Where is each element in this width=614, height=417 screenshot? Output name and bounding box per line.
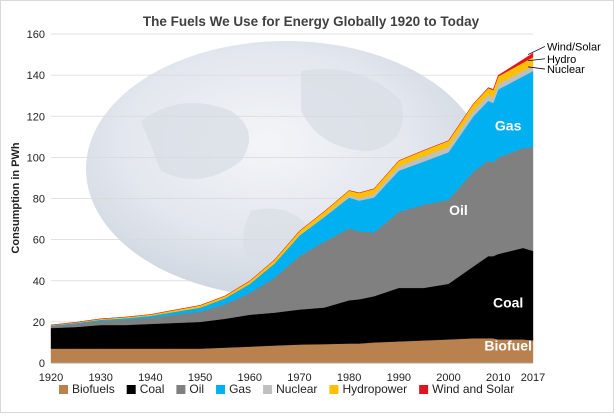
x-tick-label: 2000: [436, 372, 460, 384]
annotation-label: Biofuel: [484, 338, 531, 354]
x-tick-label: 2010: [486, 372, 510, 384]
legend-item: Coal: [126, 382, 165, 396]
legend-swatch: [263, 385, 273, 394]
annotation-leader: [527, 58, 545, 62]
legend-label: Hydropower: [342, 382, 407, 396]
x-tick-label: 1960: [238, 372, 262, 384]
x-tick-label: 1930: [88, 372, 112, 384]
y-tick-label: 160: [27, 29, 45, 41]
y-tick-label: 80: [33, 194, 45, 206]
legend-label: Nuclear: [276, 382, 317, 396]
legend-item: Biofuels: [59, 382, 115, 396]
y-tick-label: 20: [33, 317, 45, 329]
annotation-label: Gas: [495, 118, 522, 134]
annotation-leader: [527, 66, 545, 70]
y-tick-label: 60: [33, 235, 45, 247]
x-tick-label: 1950: [188, 372, 212, 384]
annotation-label: Coal: [493, 294, 523, 310]
x-tick-label: 2017: [521, 372, 545, 384]
axis-layer: 0 20 40 60 80 100 120 140 160 1920 1930 1940 1950 196…: [27, 29, 546, 384]
x-tick-label: 1920: [39, 372, 63, 384]
y-tick-label: 100: [27, 152, 45, 164]
y-tick-label: 0: [39, 358, 45, 370]
y-axis-label: Consumption in PWh: [10, 142, 22, 253]
legend-swatch: [216, 385, 226, 394]
x-tick-label: 1990: [387, 372, 411, 384]
legend-item: Hydropower: [329, 382, 407, 396]
legend-label: Biofuels: [72, 382, 115, 396]
legend-swatch: [126, 385, 136, 394]
annotation-label: Nuclear: [547, 64, 585, 76]
area-layer: [50, 52, 534, 364]
legend-swatch: [419, 385, 429, 394]
annotation-leader: [527, 46, 546, 55]
legend-swatch: [329, 385, 339, 394]
legend-label: Gas: [229, 382, 251, 396]
y-tick-label: 40: [33, 276, 45, 288]
annotation-label: Hydro: [547, 54, 576, 66]
legend-swatch: [176, 385, 186, 394]
legend-label: Wind and Solar: [432, 382, 514, 396]
legend-swatch: [59, 385, 68, 394]
legend-item: Wind and Solar: [419, 382, 514, 396]
legend-item: Gas: [216, 382, 251, 396]
legend-item: Nuclear: [263, 382, 317, 396]
y-tick-label: 140: [27, 70, 45, 82]
annotation-label: Oil: [449, 202, 468, 218]
x-tick-label: 1940: [138, 372, 162, 384]
y-tick-label: 120: [27, 111, 45, 123]
x-tick-label: 1970: [287, 372, 311, 384]
annotation-label: Wind/Solar: [547, 41, 601, 53]
chart-title: The Fuels We Use for Energy Globally 192…: [143, 14, 480, 29]
x-tick-label: 1980: [337, 372, 361, 384]
legend-label: Oil: [189, 382, 204, 396]
legend-label: Coal: [140, 382, 165, 396]
area-wind-and-solar: [50, 52, 534, 326]
legend-item: Oil: [176, 382, 204, 396]
legend: Biofuels Coal Oil Gas Nuclear Hydropower Wind …: [59, 382, 514, 396]
